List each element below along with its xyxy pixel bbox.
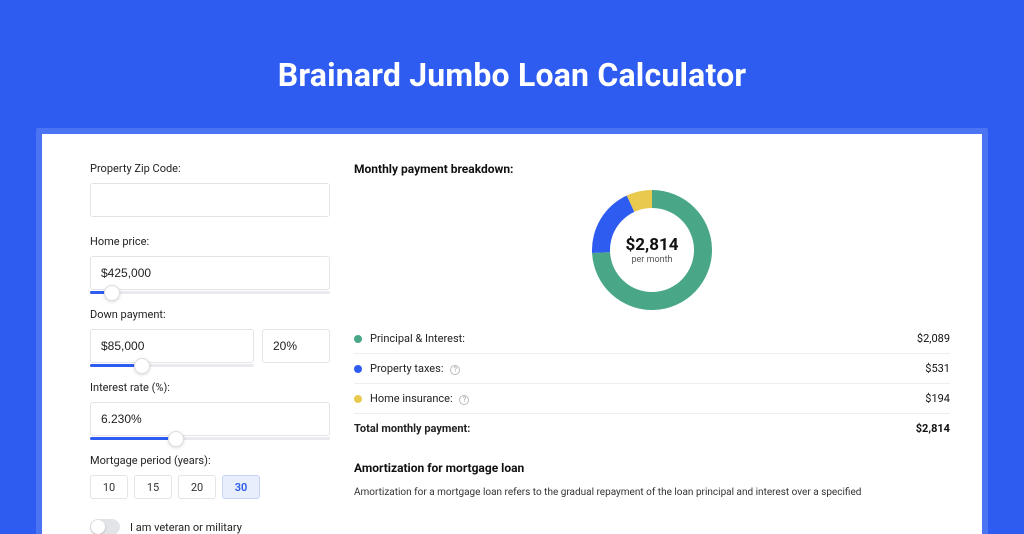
inputs-column: Property Zip Code: Home price: Down paym… bbox=[90, 162, 330, 534]
mortgage-period-options: 10 15 20 30 bbox=[90, 475, 330, 499]
legend-label-total: Total monthly payment: bbox=[354, 422, 916, 435]
legend-label-principal: Principal & Interest: bbox=[370, 332, 917, 345]
zip-input[interactable] bbox=[90, 183, 330, 217]
zip-label: Property Zip Code: bbox=[90, 162, 330, 175]
down-payment-row bbox=[90, 329, 330, 363]
period-option-15[interactable]: 15 bbox=[134, 475, 172, 499]
donut-center: $2,814 per month bbox=[592, 190, 712, 310]
donut-sub: per month bbox=[631, 255, 672, 265]
legend-label-insurance-text: Home insurance: bbox=[370, 392, 453, 405]
legend-dot-taxes bbox=[354, 365, 362, 373]
down-payment-pct-input[interactable] bbox=[262, 329, 330, 363]
period-option-20[interactable]: 20 bbox=[178, 475, 216, 499]
period-option-30[interactable]: 30 bbox=[222, 475, 260, 499]
donut-chart: $2,814 per month bbox=[592, 190, 712, 310]
mortgage-period-label: Mortgage period (years): bbox=[90, 454, 330, 467]
home-price-input[interactable] bbox=[90, 256, 330, 290]
home-price-slider[interactable] bbox=[90, 291, 330, 294]
period-option-10[interactable]: 10 bbox=[90, 475, 128, 499]
info-icon[interactable]: ? bbox=[459, 395, 469, 405]
calculator-card: Property Zip Code: Home price: Down paym… bbox=[42, 134, 982, 534]
legend-dot-insurance bbox=[354, 395, 362, 403]
amortization-title: Amortization for mortgage loan bbox=[354, 461, 950, 475]
info-icon[interactable]: ? bbox=[450, 365, 460, 375]
veteran-toggle-knob bbox=[91, 520, 105, 534]
amortization-section: Amortization for mortgage loan Amortizat… bbox=[354, 461, 950, 500]
legend-label-taxes: Property taxes: ? bbox=[370, 362, 925, 375]
legend-row-principal: Principal & Interest: $2,089 bbox=[354, 324, 950, 354]
amortization-text: Amortization for a mortgage loan refers … bbox=[354, 485, 950, 500]
down-payment-slider[interactable] bbox=[90, 364, 254, 367]
legend-row-taxes: Property taxes: ? $531 bbox=[354, 354, 950, 384]
breakdown-title: Monthly payment breakdown: bbox=[354, 162, 950, 176]
interest-rate-wrap bbox=[90, 402, 330, 436]
legend-row-total: Total monthly payment: $2,814 bbox=[354, 414, 950, 443]
legend-dot-principal bbox=[354, 335, 362, 343]
veteran-label: I am veteran or military bbox=[130, 521, 242, 534]
interest-rate-slider-thumb[interactable] bbox=[168, 431, 184, 447]
legend-val-taxes: $531 bbox=[925, 362, 950, 375]
down-payment-slider-thumb[interactable] bbox=[134, 358, 150, 374]
home-price-label: Home price: bbox=[90, 235, 330, 248]
donut-amount: $2,814 bbox=[626, 235, 679, 255]
down-payment-input[interactable] bbox=[90, 329, 254, 363]
interest-rate-input[interactable] bbox=[90, 402, 330, 436]
veteran-toggle[interactable] bbox=[90, 519, 120, 534]
legend-row-insurance: Home insurance: ? $194 bbox=[354, 384, 950, 414]
interest-rate-label: Interest rate (%): bbox=[90, 381, 330, 394]
legend-label-insurance: Home insurance: ? bbox=[370, 392, 925, 405]
legend-val-principal: $2,089 bbox=[917, 332, 950, 345]
veteran-row: I am veteran or military bbox=[90, 519, 330, 534]
page-title: Brainard Jumbo Loan Calculator bbox=[36, 56, 988, 94]
donut-chart-wrap: $2,814 per month bbox=[354, 182, 950, 324]
home-price-slider-thumb[interactable] bbox=[104, 285, 120, 301]
legend: Principal & Interest: $2,089 Property ta… bbox=[354, 324, 950, 443]
down-payment-label: Down payment: bbox=[90, 308, 330, 321]
card-outer-margin: Property Zip Code: Home price: Down paym… bbox=[36, 128, 988, 534]
legend-label-taxes-text: Property taxes: bbox=[370, 362, 443, 375]
legend-val-total: $2,814 bbox=[916, 422, 950, 435]
home-price-wrap bbox=[90, 256, 330, 290]
interest-rate-slider[interactable] bbox=[90, 437, 330, 440]
breakdown-column: Monthly payment breakdown: $2,814 per mo… bbox=[354, 162, 950, 534]
legend-val-insurance: $194 bbox=[925, 392, 950, 405]
